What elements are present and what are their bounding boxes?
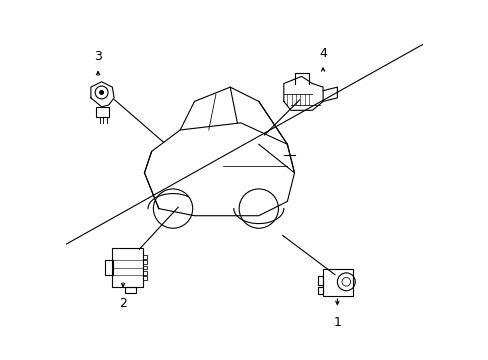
Circle shape	[100, 91, 103, 94]
Bar	[142, 276, 147, 280]
Bar	[323, 269, 353, 296]
Bar	[142, 260, 147, 264]
Text: 4: 4	[319, 47, 326, 60]
Bar	[112, 248, 142, 287]
Bar	[317, 276, 323, 285]
Bar	[142, 266, 147, 269]
Bar	[96, 107, 108, 117]
Text: 2: 2	[119, 297, 127, 310]
Text: 3: 3	[94, 50, 102, 63]
Bar	[105, 260, 113, 275]
Text: 1: 1	[333, 316, 341, 329]
Bar	[124, 287, 135, 293]
Bar	[142, 255, 147, 258]
Bar	[317, 287, 323, 294]
Bar	[142, 271, 147, 275]
